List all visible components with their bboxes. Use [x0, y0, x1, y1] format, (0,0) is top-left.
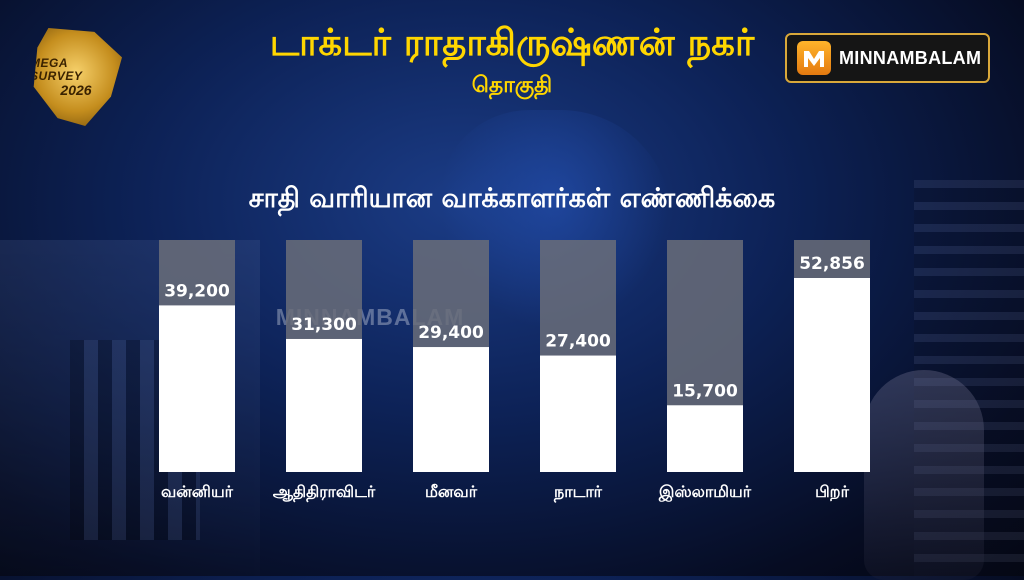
category-label: வன்னியர் [161, 482, 234, 501]
logo-line-2: 2026 [60, 81, 92, 98]
page-title: டாக்டர் ராதாகிருஷ்ணன் நகர் [269, 21, 755, 64]
minnambalam-m-logo-icon [797, 41, 831, 75]
category-label: இஸ்லாமியர் [658, 482, 752, 502]
bar [794, 278, 870, 472]
data-label: 29,400 [418, 323, 484, 343]
logo-line-1: MEGA SURVEY [30, 55, 83, 83]
data-label: 52,856 [799, 254, 865, 274]
category-label: ஆதிதிராவிடர் [273, 482, 376, 502]
data-label: 39,200 [164, 281, 230, 301]
brand-badge: MINNAMBALAM [785, 33, 990, 83]
data-label: 27,400 [545, 332, 611, 352]
bar [667, 405, 743, 472]
category-label: நாடார் [553, 482, 603, 502]
bar [159, 305, 235, 472]
brand-name: MINNAMBALAM [839, 47, 982, 68]
bar [540, 355, 616, 472]
data-label: 15,700 [672, 381, 738, 401]
category-label: மீனவர் [425, 482, 478, 501]
background-hand [864, 370, 984, 580]
category-label: பிறர் [815, 482, 849, 501]
bar [286, 338, 362, 472]
data-label: 31,300 [291, 315, 357, 335]
chart-title: சாதி வாரியான வாக்காளர்கள் எண்ணிக்கை [248, 183, 776, 214]
bar [413, 347, 489, 472]
background-tower [914, 180, 1024, 576]
page-subtitle: தொகுதி [471, 73, 553, 98]
